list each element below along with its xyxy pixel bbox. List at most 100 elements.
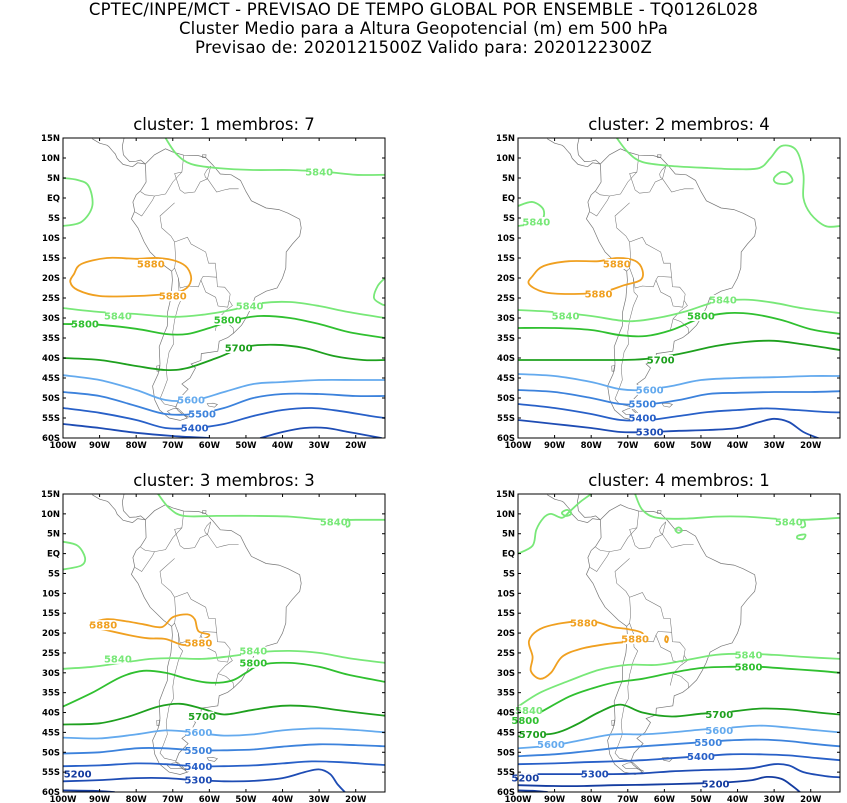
- contour-label-background: [65, 769, 90, 780]
- y-tick-label: 15S: [42, 254, 60, 264]
- contour-label: 5880: [570, 619, 598, 630]
- caribbean-coastline: [576, 494, 601, 521]
- y-tick-label: 20S: [497, 274, 515, 284]
- contour-label: 5880: [137, 260, 165, 271]
- central-america-coastline: [92, 494, 146, 523]
- contour-label-background: [182, 423, 207, 433]
- y-tick-label: 40S: [42, 709, 60, 719]
- contour-line-5400: [518, 753, 840, 766]
- island-outline: [611, 365, 616, 372]
- contour-label: 5840: [236, 302, 264, 313]
- country-border: [614, 633, 639, 762]
- y-tick-label: 15S: [497, 609, 515, 619]
- country-border: [589, 551, 610, 572]
- geography-layer: [547, 138, 757, 421]
- country-border: [140, 171, 183, 197]
- country-border: [669, 655, 688, 686]
- contour-label-background: [241, 645, 266, 656]
- country-border: [589, 195, 610, 217]
- contour-line-5200: [518, 775, 801, 792]
- x-tick-label: 40W: [727, 795, 749, 803]
- y-tick-label: 30S: [42, 314, 60, 324]
- contour-label-background: [186, 638, 211, 648]
- y-tick-label: 5S: [48, 214, 60, 224]
- country-border: [614, 202, 631, 272]
- island-outline: [166, 408, 190, 418]
- header-forecast-dates: Previsao de: 2020121500Z Valido para: 20…: [194, 38, 653, 57]
- x-tick-label: 30W: [764, 795, 786, 803]
- contour-line-5840: [63, 177, 94, 227]
- y-tick-label: 15N: [41, 490, 60, 500]
- contour-label: 5840: [522, 218, 550, 229]
- y-tick-label: 30S: [497, 669, 515, 679]
- contour-layer: [63, 494, 385, 792]
- y-tick-label: 10S: [497, 589, 515, 599]
- y-tick-label: 35S: [42, 334, 60, 344]
- contour-line-5300: [259, 426, 383, 438]
- panel-title: cluster: 2 membros: 4: [588, 115, 770, 134]
- contour-label-background: [186, 727, 211, 738]
- contour-label-background: [138, 259, 164, 269]
- contour-label-background: [710, 295, 736, 305]
- y-tick-label: 50S: [42, 748, 60, 758]
- country-border: [218, 673, 234, 688]
- x-tick-label: 20W: [800, 441, 822, 451]
- x-tick-label: 30W: [309, 795, 331, 803]
- contour-label: 5800: [71, 320, 99, 331]
- contour-line-5600: [518, 724, 840, 750]
- contour-line-5700: [518, 703, 840, 738]
- contour-label: 5880: [603, 260, 631, 271]
- y-tick-label: 30S: [497, 314, 515, 324]
- country-border: [629, 267, 672, 289]
- contour-label-background: [776, 516, 801, 527]
- contour-line-5700: [518, 339, 840, 361]
- contour-label-background: [513, 773, 538, 784]
- country-border: [595, 527, 638, 552]
- country-border: [669, 300, 688, 331]
- x-tick-label: 50W: [690, 441, 712, 451]
- island-outline: [661, 402, 673, 408]
- y-tick-label: 45S: [497, 728, 515, 738]
- x-tick-label: 80W: [581, 441, 603, 451]
- contour-label-background: [553, 311, 578, 321]
- contour-label: 5700: [225, 344, 253, 355]
- contour-label-background: [186, 745, 211, 756]
- country-border: [659, 521, 666, 535]
- x-tick-label: 50W: [235, 795, 257, 803]
- contour-line-5840: [615, 138, 840, 228]
- country-border: [134, 195, 155, 217]
- caribbean-coastline: [576, 138, 601, 165]
- y-tick-label: 10N: [41, 510, 60, 520]
- x-tick-label: 70W: [617, 441, 639, 451]
- south-america-coastline: [585, 148, 757, 421]
- contour-label: 5500: [628, 400, 656, 411]
- contour-line-5880: [69, 256, 193, 298]
- contour-label: 5840: [239, 647, 267, 658]
- island-outline: [611, 719, 616, 726]
- y-tick-label: 60S: [42, 434, 60, 444]
- x-tick-label: 90W: [89, 441, 111, 451]
- island-outline: [657, 510, 662, 514]
- map-frame: [517, 493, 841, 793]
- contour-label: 5600: [184, 728, 212, 739]
- contour-label-background: [241, 657, 266, 668]
- x-tick-label: 90W: [544, 441, 566, 451]
- contour-label: 5600: [636, 386, 664, 397]
- contour-label: 5800: [214, 316, 242, 327]
- contour-label: 5600: [177, 396, 205, 407]
- contour-label: 5700: [705, 710, 733, 721]
- y-tick-label: 25S: [42, 294, 60, 304]
- country-border: [174, 236, 217, 278]
- country-border: [207, 534, 239, 548]
- contour-label: 5880: [89, 621, 117, 632]
- y-tick-label: 5N: [47, 530, 60, 540]
- island-outline: [621, 762, 645, 772]
- contour-line-5600: [63, 727, 385, 740]
- contour-label-background: [91, 620, 116, 631]
- contour-label: 5200: [511, 774, 539, 785]
- contour-label-background: [105, 311, 131, 321]
- south-america-coastline: [130, 148, 302, 421]
- contour-label-background: [586, 289, 611, 299]
- island-outline: [156, 719, 161, 726]
- contour-line-5800: [63, 661, 385, 708]
